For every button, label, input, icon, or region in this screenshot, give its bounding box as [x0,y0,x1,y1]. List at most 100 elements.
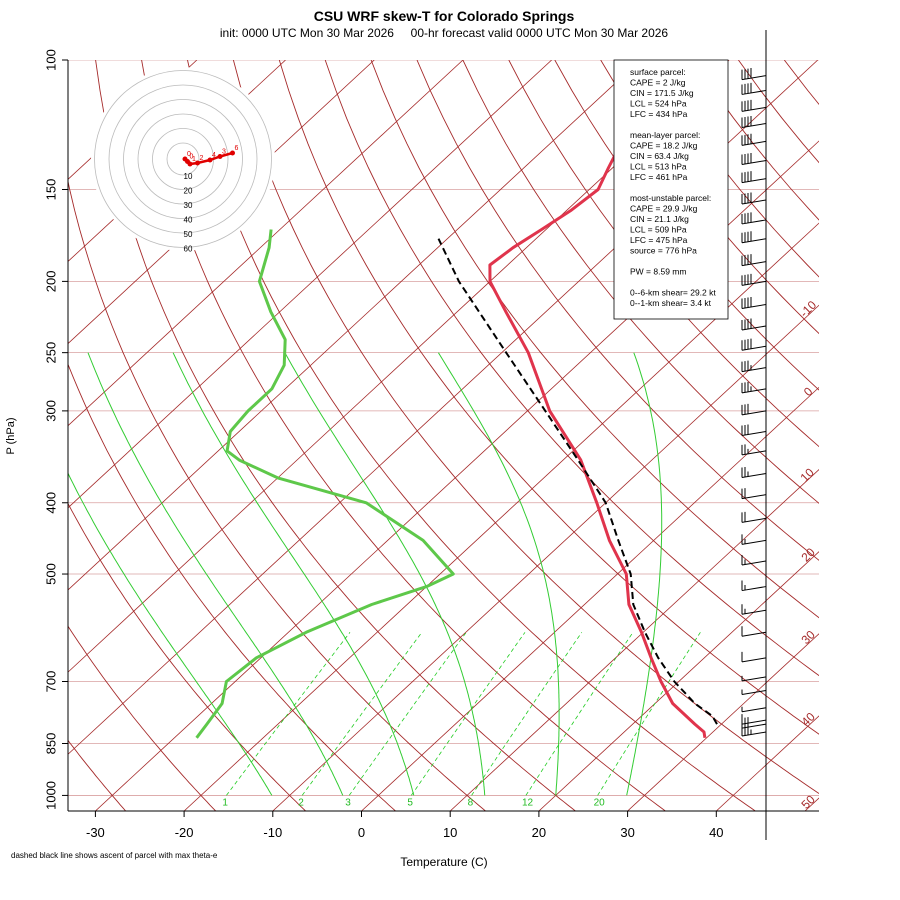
y-tick-label: 300 [43,400,58,422]
barb-shaft [741,723,767,729]
barb-shaft [741,707,767,713]
wind-barb [741,254,767,267]
info-line: CAPE = 18.2 J/kg [630,141,698,151]
moist-adiabat [284,352,486,796]
wind-barb [741,318,767,331]
barb-shaft [741,261,767,267]
barb-shaft [741,450,767,456]
barb-shaft [741,657,767,663]
mixing-ratio-line [301,632,423,796]
dry-adiabat [68,739,127,811]
dry-adiabat [324,60,819,677]
isotherm-line [361,386,819,811]
wind-barb [741,444,767,456]
hodograph-ring [123,99,243,219]
mixing-ratio-line [525,632,634,796]
hodograph-point-label: 4 [212,152,216,159]
barb-shaft [741,280,767,286]
hodograph-point-label: 6 [235,145,239,152]
hodograph-point [230,150,235,156]
hodograph-ring-label: 30 [184,201,193,210]
barb-shaft [741,410,767,416]
isotherm-line [449,468,819,811]
isotherm-line [804,797,819,811]
dry-adiabat [738,60,819,164]
barb-shaft [741,388,767,394]
wind-barb [741,706,767,713]
barb-shaft [741,690,767,695]
y-tick-label: 100 [43,49,58,71]
barb-shaft [741,367,767,373]
wind-barb [741,192,767,205]
dry-adiabat [876,60,900,811]
wind-barb [741,626,767,637]
dry-adiabat [68,625,217,811]
dry-adiabat [68,179,486,811]
info-line [630,277,632,287]
wind-barb [741,99,767,112]
hodograph-ring-label: 10 [184,172,193,181]
dry-adiabat [554,60,819,391]
isotherm-label: 20 [798,545,818,565]
y-tick-label: 850 [43,733,58,755]
isotherm-label: 0 [801,384,816,399]
wind-barb [741,231,767,244]
dry-adiabat [830,60,900,811]
wind-barb [741,68,767,81]
x-tick-label: 0 [358,825,365,840]
wind-barb [741,273,767,286]
barb-shaft [741,75,767,81]
y-tick-label: 150 [43,179,58,201]
mixing-ratio-line [471,632,583,796]
info-line: CIN = 21.1 J/kg [630,214,689,224]
barb-shaft [741,517,767,523]
parcel-ascent-line [437,238,718,725]
wind-barb [741,171,767,184]
mixing-ratio-label: 12 [522,797,534,808]
hodograph-ring-label: 50 [184,230,193,239]
dry-adiabat [783,60,819,106]
hodograph-ring-label: 20 [184,187,193,196]
y-tick-label: 400 [43,492,58,514]
wind-barb [741,725,767,737]
isotherm-line [538,551,819,811]
info-line: mean-layer parcel: [630,130,700,140]
x-tick-label: -10 [263,825,282,840]
barb-shaft [741,731,767,737]
y-tick-label: 1000 [43,781,58,810]
info-line: LFC = 461 hPa [630,172,688,182]
y-axis-label: P (hPa) [5,417,17,454]
info-line: PW = 8.59 mm [630,267,686,277]
x-axis-label: Temperature (C) [400,855,487,869]
barb-shaft [741,631,767,637]
y-tick-label: 700 [43,671,58,693]
barb-shaft [741,676,767,682]
wind-barb [741,82,767,95]
barb-shaft [741,106,767,112]
dry-adiabat [95,60,576,811]
moist-adiabat [87,352,344,796]
isotherm-line [627,633,819,811]
barb-shaft [741,494,767,500]
info-line: LCL = 524 hPa [630,99,687,109]
dry-adiabat [232,60,819,795]
barb-shaft [741,560,767,566]
info-box: surface parcel: CAPE = 2 J/kg CIN = 171.5 … [613,59,729,320]
info-line: CIN = 171.5 J/kg [630,88,694,98]
barb-shaft [741,325,767,331]
wind-barb [741,689,767,695]
barb-shaft [741,219,767,225]
wind-barb [741,488,767,500]
mixing-ratio-label: 5 [407,797,413,808]
mixing-ratio-label: 8 [468,797,474,808]
wind-barb [741,534,767,545]
info-line: surface parcel: [630,67,686,77]
dry-adiabat [187,60,756,811]
wind-barb [741,554,767,566]
hodograph-point-label: 1 [192,156,196,163]
isotherm-line [183,222,819,811]
isotherm-label: 40 [798,709,818,729]
wind-barb [741,714,767,725]
